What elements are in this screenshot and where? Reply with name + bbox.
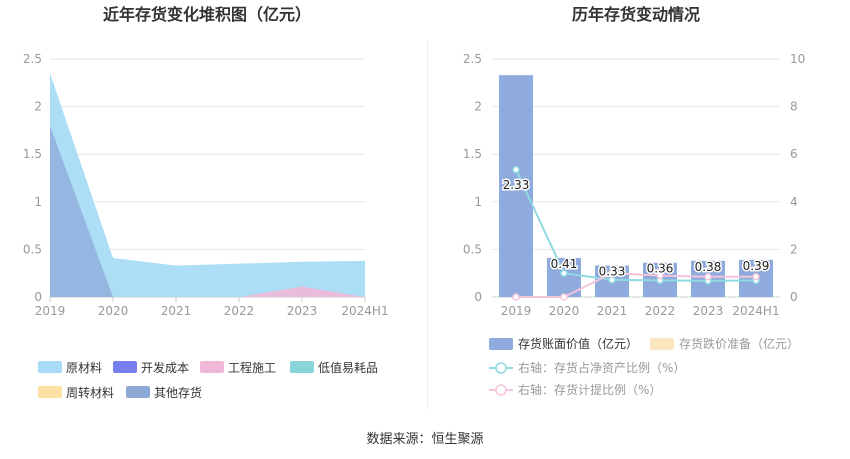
left-x-tick-label: 2020	[98, 304, 129, 318]
point-line1	[512, 165, 520, 174]
legend-marker-line1	[495, 362, 507, 374]
point-line2	[656, 271, 664, 280]
left-y-tick-label: 1	[34, 195, 42, 209]
right-x-tick-label: 2020	[549, 304, 580, 318]
legend-swatch-other	[126, 386, 150, 398]
left-y-tick-label: 2.5	[23, 52, 42, 66]
area-other	[50, 125, 365, 297]
left-y-tick-label: 1.5	[23, 147, 42, 161]
left-x-tick-label: 2023	[287, 304, 318, 318]
point-line2	[608, 269, 616, 277]
legend-swatch-turn	[38, 386, 62, 398]
right-y-tick-label: 0	[474, 290, 482, 304]
legend-marker-line2	[495, 384, 507, 396]
left-x-tick-label: 2019	[35, 304, 66, 318]
right-y2-tick-label: 8	[790, 100, 798, 114]
bar-data-label: 0.36	[647, 262, 674, 276]
left-x-tick-label: 2021	[161, 304, 192, 318]
panel-divider	[427, 40, 428, 410]
right-y-tick-label: 0.5	[463, 242, 482, 256]
footer: 数据来源：恒生聚源	[0, 428, 850, 447]
inventory-bar	[499, 75, 533, 298]
bar-data-label: 2.33	[503, 178, 530, 192]
point-line2	[704, 273, 712, 281]
legend-swatch-low	[290, 361, 314, 373]
point-line2	[560, 293, 568, 301]
right-x-tick-label: 2022	[645, 304, 676, 318]
legend-label-line2: 右轴：存货计提比例（%）	[518, 382, 661, 397]
legend-swatch-dev	[113, 361, 137, 373]
legend-label-dev: 开发成本	[141, 360, 189, 375]
footer-label: 数据来源：	[366, 432, 432, 447]
right-y-tick-label: 1	[474, 195, 482, 209]
left-y-tick-label: 0.5	[23, 242, 42, 256]
legend-swatch-bar	[489, 338, 513, 350]
bar-data-label: 0.39	[743, 259, 770, 273]
legend-label-raw: 原材料	[66, 361, 102, 375]
right-y-tick-label: 2	[474, 100, 482, 114]
right-y2-tick-label: 6	[790, 147, 798, 161]
legend-swatch-reserve	[650, 338, 674, 350]
chart-panel: 近年存货变化堆积图（亿元） 0 0.5 1 1.5 2 2.5 2019 2020 2021 202…	[23, 5, 805, 400]
legend-label-eng: 工程施工	[228, 360, 276, 375]
footer-source: 恒生聚源	[431, 432, 484, 447]
right-chart-title: 历年存货变动情况	[572, 5, 700, 24]
legend-swatch-eng	[200, 361, 224, 373]
left-x-tick-label: 2022	[224, 304, 255, 318]
area-eng	[50, 286, 365, 297]
line-line2	[516, 272, 756, 298]
legend-label-low: 低值易耗品	[318, 360, 378, 375]
line-line1	[515, 169, 757, 282]
right-y2-tick-label: 4	[790, 195, 798, 209]
legend-label-bar: 存货账面价值（亿元）	[518, 336, 638, 351]
right-y2-tick-label: 2	[790, 242, 798, 256]
right-x-tick-label: 2024H1	[732, 304, 779, 318]
left-y-tick-label: 2	[34, 100, 42, 114]
right-y2-tick-label: 0	[790, 290, 798, 304]
right-x-tick-label: 2019	[501, 304, 532, 318]
point-line2	[752, 273, 760, 281]
point-line2	[512, 293, 520, 301]
right-y-tick-label: 1.5	[463, 147, 482, 161]
legend-swatch-raw	[38, 361, 62, 373]
legend-label-reserve: 存货跌价准备（亿元）	[679, 336, 799, 351]
legend-label-line1: 右轴：存货占净资产比例（%）	[518, 360, 685, 375]
right-y-tick-label: 2.5	[463, 52, 482, 66]
right-y2-tick-label: 10	[790, 52, 805, 66]
left-chart-title: 近年存货变化堆积图（亿元）	[103, 5, 311, 24]
legend-label-other: 其他存货	[154, 385, 202, 400]
right-x-tick-label: 2021	[597, 304, 628, 318]
left-y-tick-label: 0	[34, 290, 42, 304]
bar-data-label: 0.33	[599, 265, 626, 279]
point-line1	[560, 269, 568, 277]
bar-data-label: 0.38	[695, 260, 722, 274]
legend-label-turn: 周转材料	[66, 385, 114, 400]
left-x-tick-label: 2024H1	[341, 304, 388, 318]
right-x-tick-label: 2023	[693, 304, 724, 318]
bar-data-label: 0.41	[551, 257, 578, 271]
